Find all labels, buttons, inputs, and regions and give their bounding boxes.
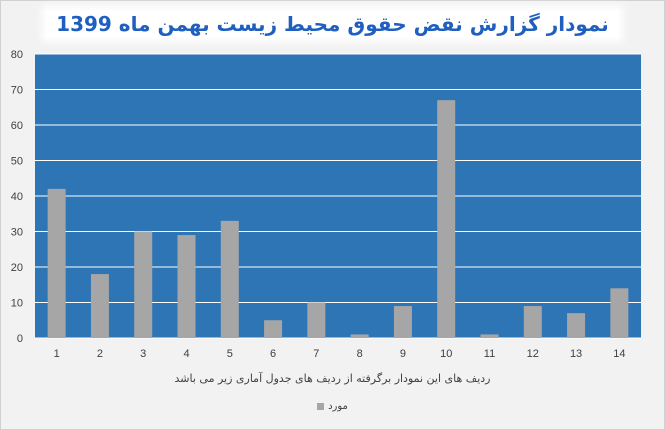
x-tick-label: 2	[97, 348, 103, 360]
legend: مورد	[1, 401, 664, 412]
bars	[47, 100, 629, 339]
x-tick-label: 13	[570, 348, 582, 360]
x-axis-label: ردیف های این نمودار برگرفته از ردیف های …	[174, 372, 491, 385]
x-tick-label: 5	[227, 348, 233, 360]
bar	[567, 313, 586, 338]
x-tick-label: 12	[527, 348, 539, 360]
y-tick-label: 70	[11, 85, 23, 97]
y-tick-label: 40	[11, 191, 23, 203]
bar	[350, 334, 369, 338]
y-tick-label: 10	[11, 298, 23, 310]
bar	[134, 231, 153, 338]
bar	[47, 188, 66, 338]
bar	[393, 306, 412, 338]
bar	[523, 306, 542, 338]
x-tick-label: 14	[613, 348, 625, 360]
x-tick-label: 9	[400, 348, 406, 360]
y-axis-ticks: 0 10 20 30 40 50 60 70 80	[11, 49, 23, 345]
x-tick-label: 3	[140, 348, 146, 360]
y-tick-label: 80	[11, 49, 23, 61]
chart-title-wrap: نمودار گزارش نقض حقوق محیط زیست بهمن ماه…	[1, 7, 664, 41]
x-axis-ticks: 1 2 3 4 5 6 7 8 9 10 11 12 13 14	[54, 348, 626, 360]
x-tick-label: 10	[440, 348, 452, 360]
bar	[90, 274, 109, 338]
chart-title: نمودار گزارش نقض حقوق محیط زیست بهمن ماه…	[46, 10, 619, 38]
bar	[437, 100, 456, 339]
y-tick-label: 60	[11, 120, 23, 132]
y-tick-label: 20	[11, 262, 23, 274]
x-tick-label: 4	[183, 348, 189, 360]
y-tick-label: 30	[11, 227, 23, 239]
y-tick-label: 0	[17, 333, 23, 345]
legend-swatch	[317, 403, 325, 410]
x-tick-label: 6	[270, 348, 276, 360]
bar	[177, 235, 196, 338]
x-tick-label: 7	[313, 348, 319, 360]
x-tick-label: 8	[357, 348, 363, 360]
bar	[220, 220, 239, 338]
bar	[264, 320, 283, 338]
bar	[610, 288, 629, 338]
bar	[307, 302, 326, 338]
y-tick-label: 50	[11, 156, 23, 168]
legend-label: مورد	[328, 401, 348, 412]
x-tick-label: 1	[54, 348, 60, 360]
bar	[480, 334, 499, 338]
x-tick-label: 11	[484, 348, 495, 360]
